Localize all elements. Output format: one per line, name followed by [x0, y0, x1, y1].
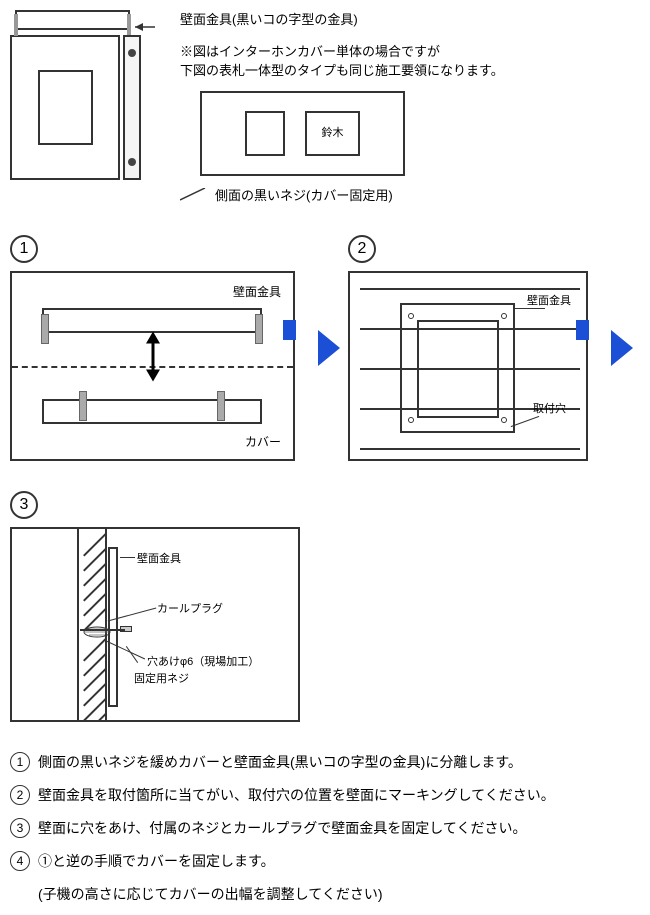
step1-label-bracket: 壁面金具	[233, 283, 281, 301]
step3-drill-label: 穴あけφ6（現場加工）	[147, 654, 259, 671]
note-line1: ※図はインターホンカバー単体の場合ですが	[180, 42, 640, 62]
nameplate-diagram: 鈴木	[200, 91, 405, 176]
instructions-list: 1 側面の黒いネジを緩めカバーと壁面金具(黒いコの字型の金具)に分離します。 2…	[10, 752, 640, 905]
inst-text-3: 壁面に穴をあけ、付属のネジとカールプラグで壁面金具を固定してください。	[38, 818, 640, 839]
blue-arrow-icon	[611, 330, 633, 366]
label-line	[120, 557, 135, 558]
mount-hole-icon	[408, 417, 414, 423]
top-left-diagram	[10, 10, 165, 205]
step1-label-cover: カバー	[245, 433, 281, 451]
instruction-item: 4 ①と逆の手順でカバーを固定します。	[10, 851, 640, 872]
step2-diagram: 壁面金具 取付穴	[348, 271, 588, 461]
step1-bracket-shape	[42, 308, 262, 333]
bracket-label: 壁面金具(黒いコの字型の金具)	[180, 10, 640, 30]
side-screw-icon	[128, 49, 136, 57]
step2-hole-label: 取付穴	[533, 401, 566, 418]
step3-section: 3 壁面金具 カールプ	[10, 491, 640, 722]
inst-num-1: 1	[10, 752, 30, 772]
cover-side-view	[123, 35, 141, 180]
wall-siding-line	[360, 288, 580, 290]
mount-hole-icon	[501, 417, 507, 423]
instruction-item: 3 壁面に穴をあけ、付属のネジとカールプラグで壁面金具を固定してください。	[10, 818, 640, 839]
label-line	[515, 308, 545, 309]
step3-number: 3	[10, 491, 38, 519]
inst-num-2: 2	[10, 785, 30, 805]
cover-window	[38, 70, 93, 145]
label-line	[511, 416, 540, 427]
side-screw-icon	[128, 158, 136, 166]
step1-cover-shape	[42, 399, 262, 424]
top-right-text: 壁面金具(黒いコの字型の金具) ※図はインターホンカバー単体の場合ですが 下図の…	[180, 10, 640, 205]
screw-shaft	[80, 629, 125, 631]
inst-text-1: 側面の黒いネジを緩めカバーと壁面金具(黒いコの字型の金具)に分離します。	[38, 752, 640, 773]
step1-number: 1	[10, 235, 38, 263]
inst-text-4: ①と逆の手順でカバーを固定します。	[38, 851, 640, 872]
wall-siding-line	[360, 448, 580, 450]
pointer-line-icon	[180, 188, 210, 203]
inst-num-3: 3	[10, 818, 30, 838]
step2-bracket-shape	[400, 303, 515, 433]
step3-plug-label: カールプラグ	[157, 601, 223, 618]
step1-diagram: 壁面金具 カバー	[10, 271, 295, 461]
blue-arrow-icon	[318, 330, 340, 366]
updown-arrow-icon	[143, 332, 163, 393]
step1-block: 1 壁面金具 カバー	[10, 235, 295, 461]
mount-hole-icon	[501, 313, 507, 319]
inst-text-2: 壁面金具を取付箇所に当てがい、取付穴の位置を壁面にマーキングしてください。	[38, 785, 640, 806]
inst-subtext-4: (子機の高さに応じてカバーの出幅を調整してください)	[38, 884, 640, 905]
top-section: 壁面金具(黒いコの字型の金具) ※図はインターホンカバー単体の場合ですが 下図の…	[10, 10, 640, 205]
instruction-item: 2 壁面金具を取付箇所に当てがい、取付穴の位置を壁面にマーキングしてください。	[10, 785, 640, 806]
screw-label-row: 側面の黒いネジ(カバー固定用)	[180, 186, 640, 206]
nameplate-rect: 鈴木	[305, 111, 360, 156]
inst-num-4: 4	[10, 851, 30, 871]
step2-number: 2	[348, 235, 376, 263]
intercom-rect	[245, 111, 285, 156]
step2-bracket-inner	[417, 320, 499, 418]
step3-bracket-label: 壁面金具	[137, 551, 181, 568]
step3-diagram: 壁面金具 カールプラグ 穴あけφ6（現場加工） 固定用ネジ	[10, 527, 300, 722]
steps-row: 1 壁面金具 カバー 2	[10, 235, 640, 461]
step2-block: 2 壁面金具 取付穴	[348, 235, 588, 461]
instruction-item: 1 側面の黒いネジを緩めカバーと壁面金具(黒いコの字型の金具)に分離します。	[10, 752, 640, 773]
step3-screw-label: 固定用ネジ	[134, 671, 189, 688]
note-line2: 下図の表札一体型のタイプも同じ施工要領になります。	[180, 61, 640, 81]
screw-label-text: 側面の黒いネジ(カバー固定用)	[215, 186, 393, 206]
wall-bracket-top-view	[15, 10, 130, 30]
cover-front-view	[10, 35, 120, 180]
mount-hole-icon	[408, 313, 414, 319]
